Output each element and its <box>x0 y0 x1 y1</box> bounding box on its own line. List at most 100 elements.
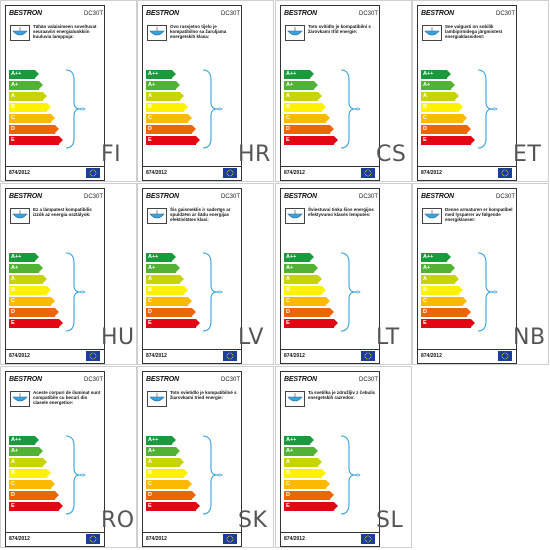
energy-class-scale: A++ A+ A B C D E <box>146 253 202 333</box>
label-header: BESTRON DC30T <box>146 376 240 388</box>
language-code: RO <box>101 508 135 533</box>
energy-class-bar: A <box>146 458 184 467</box>
regulation-number: 874/2012 <box>9 170 30 176</box>
eu-flag-icon <box>361 351 375 361</box>
energy-class-scale: A++ A+ A B C D E <box>9 436 65 516</box>
energy-class-bar: D <box>284 491 334 500</box>
eu-flag-icon <box>498 351 512 361</box>
energy-class-bar: C <box>284 480 330 489</box>
lamp-icon <box>10 25 30 41</box>
regulation-number: 874/2012 <box>146 536 167 542</box>
energy-class-bar: C <box>284 297 330 306</box>
energy-class-scale: A++ A+ A B C D E <box>284 436 340 516</box>
energy-class-bar: E <box>9 136 63 145</box>
energy-class-bar: D <box>284 308 334 317</box>
energy-label-cell-hr: BESTRON DC30T Ovo rasvjetno tijelo je komp… <box>137 0 274 182</box>
energy-class-bar: A <box>421 92 459 101</box>
energy-class-scale: A++ A+ A B C D E <box>146 70 202 150</box>
brand-logo: BESTRON <box>146 376 179 383</box>
energy-class-bar: A++ <box>421 70 451 79</box>
energy-label-card: BESTRON DC30T Toto svietidlo je kompatibil… <box>142 371 242 547</box>
lamp-icon <box>422 208 442 224</box>
energy-label-cell-sl: BESTRON DC30T Ta svetilka je združljiv z č… <box>275 366 412 548</box>
energy-class-bar: A+ <box>9 447 43 456</box>
energy-class-bar: A+ <box>9 81 43 90</box>
energy-class-bar: E <box>146 319 200 328</box>
brand-logo: BESTRON <box>284 10 317 17</box>
energy-label-card: BESTRON DC30T Denne armaturen er kompatibe… <box>417 188 517 364</box>
language-code: CS <box>376 142 407 167</box>
regulation-number: 874/2012 <box>284 353 305 359</box>
lamp-icon <box>10 208 30 224</box>
energy-class-bar: B <box>284 469 326 478</box>
energy-class-bar: C <box>9 480 55 489</box>
label-header: BESTRON DC30T <box>284 193 378 205</box>
energy-class-bar: A++ <box>9 253 39 262</box>
model-number: DC30T <box>83 194 103 200</box>
energy-class-bar: C <box>421 114 467 123</box>
energy-class-bar: A++ <box>146 436 176 445</box>
footer-divider <box>418 349 516 350</box>
energy-label-card: BESTRON DC30T Ta svetilka je združljiv z č… <box>280 371 380 547</box>
energy-class-bar: B <box>146 103 188 112</box>
energy-class-bar: B <box>9 103 51 112</box>
energy-class-bar: D <box>146 491 196 500</box>
label-header: BESTRON DC30T <box>284 10 378 22</box>
footer-divider <box>281 532 379 533</box>
energy-class-bar: A <box>146 275 184 284</box>
energy-label-cell-fi: BESTRON DC30T Tähän valaisimeen soveltuvat… <box>0 0 137 182</box>
energy-label-cell-lt: BESTRON DC30T Šviestuvui tinka šios energi… <box>275 183 412 365</box>
language-code: SL <box>376 508 404 533</box>
energy-class-bar: B <box>421 103 463 112</box>
energy-class-scale: A++ A+ A B C D E <box>9 253 65 333</box>
energy-label-cell-sk: BESTRON DC30T Toto svietidlo je kompatibil… <box>137 366 274 548</box>
model-number: DC30T <box>220 11 240 17</box>
energy-class-bar: E <box>421 319 475 328</box>
compatibility-text: Toto svietidlo je kompatibilné s žiarovk… <box>170 390 237 401</box>
compatibility-text: Šis gaismeklis ir saderīgs ar spuldzēm a… <box>170 207 231 223</box>
model-number: DC30T <box>220 194 240 200</box>
compatibility-text: Ez a lámpatest kompatibilis izzók az ene… <box>33 207 92 218</box>
brace-icon <box>201 68 225 150</box>
compatibility-text: Šviestuvui tinka šios energijos efektyvu… <box>308 207 374 218</box>
lamp-icon <box>10 391 30 407</box>
energy-class-bar: C <box>9 297 55 306</box>
brand-logo: BESTRON <box>9 193 42 200</box>
language-code: LV <box>238 325 264 350</box>
eu-flag-icon <box>86 534 100 544</box>
energy-label-card: BESTRON DC30T Aceste corpuri de iluminat s… <box>5 371 105 547</box>
energy-class-bar: A+ <box>421 81 455 90</box>
footer-divider <box>6 532 104 533</box>
energy-class-bar: A+ <box>146 264 180 273</box>
label-header: BESTRON DC30T <box>421 193 515 205</box>
eu-flag-icon <box>361 168 375 178</box>
lamp-icon <box>422 25 442 41</box>
energy-label-cell-hu: BESTRON DC30T Ez a lámpatest kompatibilis … <box>0 183 137 365</box>
energy-class-scale: A++ A+ A B C D E <box>421 70 477 150</box>
energy-class-bar: B <box>9 469 51 478</box>
energy-class-bar: D <box>146 308 196 317</box>
energy-class-scale: A++ A+ A B C D E <box>146 436 202 516</box>
energy-class-bar: A <box>284 92 322 101</box>
model-number: DC30T <box>83 377 103 383</box>
brace-icon <box>476 251 500 333</box>
footer-divider <box>143 349 241 350</box>
regulation-number: 874/2012 <box>9 353 30 359</box>
energy-class-bar: D <box>284 125 334 134</box>
energy-class-bar: A++ <box>9 70 39 79</box>
brand-logo: BESTRON <box>146 193 179 200</box>
energy-class-bar: B <box>284 103 326 112</box>
brace-icon <box>339 434 363 516</box>
lamp-icon <box>285 391 305 407</box>
energy-class-bar: A++ <box>146 253 176 262</box>
compatibility-text: Ovo rasvjetno tijelo je kompatibilno sa … <box>170 24 227 40</box>
energy-label-card: BESTRON DC30T Šviestuvui tinka šios energi… <box>280 188 380 364</box>
energy-class-bar: E <box>146 136 200 145</box>
energy-class-bar: A <box>9 275 47 284</box>
brand-logo: BESTRON <box>9 376 42 383</box>
energy-class-bar: C <box>146 297 192 306</box>
brace-icon <box>64 434 88 516</box>
lamp-icon <box>147 391 167 407</box>
energy-class-bar: C <box>284 114 330 123</box>
language-code: FI <box>101 142 122 167</box>
